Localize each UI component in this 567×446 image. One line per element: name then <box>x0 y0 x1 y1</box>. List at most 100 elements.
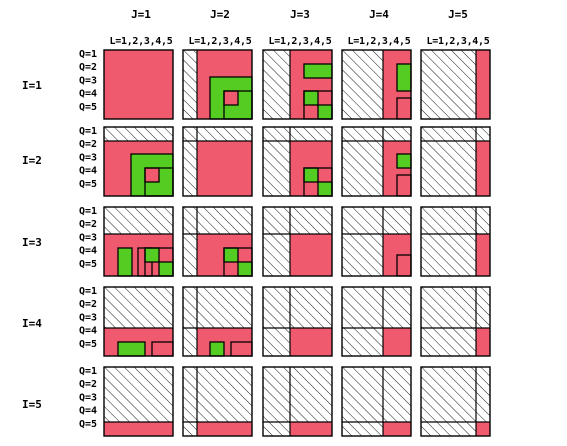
highlight-block <box>397 154 411 168</box>
q-label-i5-q3: Q=3 <box>79 392 97 403</box>
block-outline <box>144 247 160 263</box>
highlight-block <box>224 248 238 262</box>
cell-i1-j3 <box>262 49 333 120</box>
q-labels: Q=1 Q=2 Q=3 Q=4 Q=5 Q=1 Q=2 Q=3 Q=4 Q=5 Q=1 Q=2 Q=3 Q… <box>79 49 97 430</box>
cell-i2-j4 <box>341 126 412 197</box>
l-label-j4: L=1,2,3,4,5 <box>348 36 411 47</box>
cell-i5-j2 <box>182 366 253 437</box>
q-label-i5-q2: Q=2 <box>79 379 97 390</box>
cell-border <box>420 286 491 357</box>
filled-region <box>290 422 332 436</box>
highlight-block <box>318 105 332 119</box>
filled-region <box>476 234 490 276</box>
cell-border <box>341 206 412 277</box>
filled-region <box>290 328 332 356</box>
q-label-i4-q1: Q=1 <box>79 286 97 297</box>
cell-i3-j2 <box>182 206 253 277</box>
cell-border <box>341 49 412 120</box>
highlight-block <box>397 64 411 91</box>
column-header-j1: J=1 <box>131 8 151 21</box>
cell-i5-j5 <box>420 366 491 437</box>
q-label-i2-q3: Q=3 <box>79 152 97 163</box>
cell-border <box>262 49 333 120</box>
block-outline <box>303 90 319 106</box>
q-label-i1-q5: Q=5 <box>79 102 97 113</box>
cell-border <box>262 206 333 277</box>
l-label-j2: L=1,2,3,4,5 <box>189 36 252 47</box>
cell-border <box>420 126 491 197</box>
cell-border <box>103 206 174 277</box>
block-outline <box>303 167 319 183</box>
cell-border <box>103 286 174 357</box>
cell-i3-j4 <box>341 206 412 277</box>
cell-i2-j1 <box>103 126 174 197</box>
filled-region <box>383 328 411 356</box>
cell-i5-j3 <box>262 366 333 437</box>
q-label-i4-q5: Q=5 <box>79 339 97 350</box>
cell-i1-j1 <box>103 49 174 120</box>
row-label-i4: I=4 <box>22 317 42 330</box>
cell-border <box>341 366 412 437</box>
q-label-i4-q2: Q=2 <box>79 299 97 310</box>
q-label-i2-q4: Q=4 <box>79 166 97 177</box>
cell-border <box>103 49 174 120</box>
highlight-block <box>304 91 318 105</box>
cell-i4-j2 <box>182 286 253 357</box>
q-label-i1-q2: Q=2 <box>79 62 97 73</box>
row-label-i2: I=2 <box>22 154 42 167</box>
cell-border <box>182 366 253 437</box>
l-label-j3: L=1,2,3,4,5 <box>269 36 332 47</box>
cell-border <box>420 366 491 437</box>
cell-border <box>341 286 412 357</box>
q-label-i3-q1: Q=1 <box>79 206 97 217</box>
q-label-i4-q4: Q=4 <box>79 326 97 337</box>
block-outline <box>223 247 239 263</box>
cell-border <box>182 126 253 197</box>
cell-i3-j3 <box>262 206 333 277</box>
q-label-i3-q3: Q=3 <box>79 232 97 243</box>
filled-region <box>476 422 490 436</box>
highlight-block <box>238 262 252 276</box>
q-label-i3-q2: Q=2 <box>79 219 97 230</box>
highlight-block <box>304 168 318 182</box>
cell-i2-j2 <box>182 126 253 197</box>
filled-block <box>224 91 238 105</box>
cell-i5-j1 <box>103 366 174 437</box>
row-label-i1: I=1 <box>22 79 42 92</box>
cell-i4-j1 <box>103 286 174 357</box>
row-label-i5: I=5 <box>22 398 42 411</box>
filled-region <box>476 141 490 196</box>
row-label-i3: I=3 <box>22 236 42 249</box>
l-label-j5: L=1,2,3,4,5 <box>427 36 490 47</box>
column-header-j4: J=4 <box>369 8 389 21</box>
q-label-i5-q4: Q=4 <box>79 406 97 417</box>
filled-region <box>197 141 252 196</box>
cell-border <box>182 286 253 357</box>
cell-border <box>262 286 333 357</box>
cell-i3-j1 <box>103 206 174 277</box>
highlight-block <box>159 262 173 276</box>
highlight-block <box>318 182 332 196</box>
column-header-j3: J=3 <box>290 8 310 21</box>
cell-border <box>262 366 333 437</box>
cell-i4-j5 <box>420 286 491 357</box>
q-label-i3-q5: Q=5 <box>79 259 97 270</box>
cell-i2-j5 <box>420 126 491 197</box>
cell-i5-j4 <box>341 366 412 437</box>
cell-border <box>420 206 491 277</box>
cell-i1-j5 <box>420 49 491 120</box>
filled-region <box>476 50 490 119</box>
filled-region <box>104 50 173 119</box>
cell-border <box>103 126 174 197</box>
highlight-block <box>118 248 132 276</box>
filled-region <box>197 422 252 436</box>
q-label-i3-q4: Q=4 <box>79 246 97 257</box>
q-label-i2-q1: Q=1 <box>79 126 97 137</box>
q-label-i1-q4: Q=4 <box>79 89 97 100</box>
q-label-i2-q2: Q=2 <box>79 139 97 150</box>
q-label-i5-q5: Q=5 <box>79 419 97 430</box>
cell-border <box>182 49 253 120</box>
q-label-i2-q5: Q=5 <box>79 179 97 190</box>
